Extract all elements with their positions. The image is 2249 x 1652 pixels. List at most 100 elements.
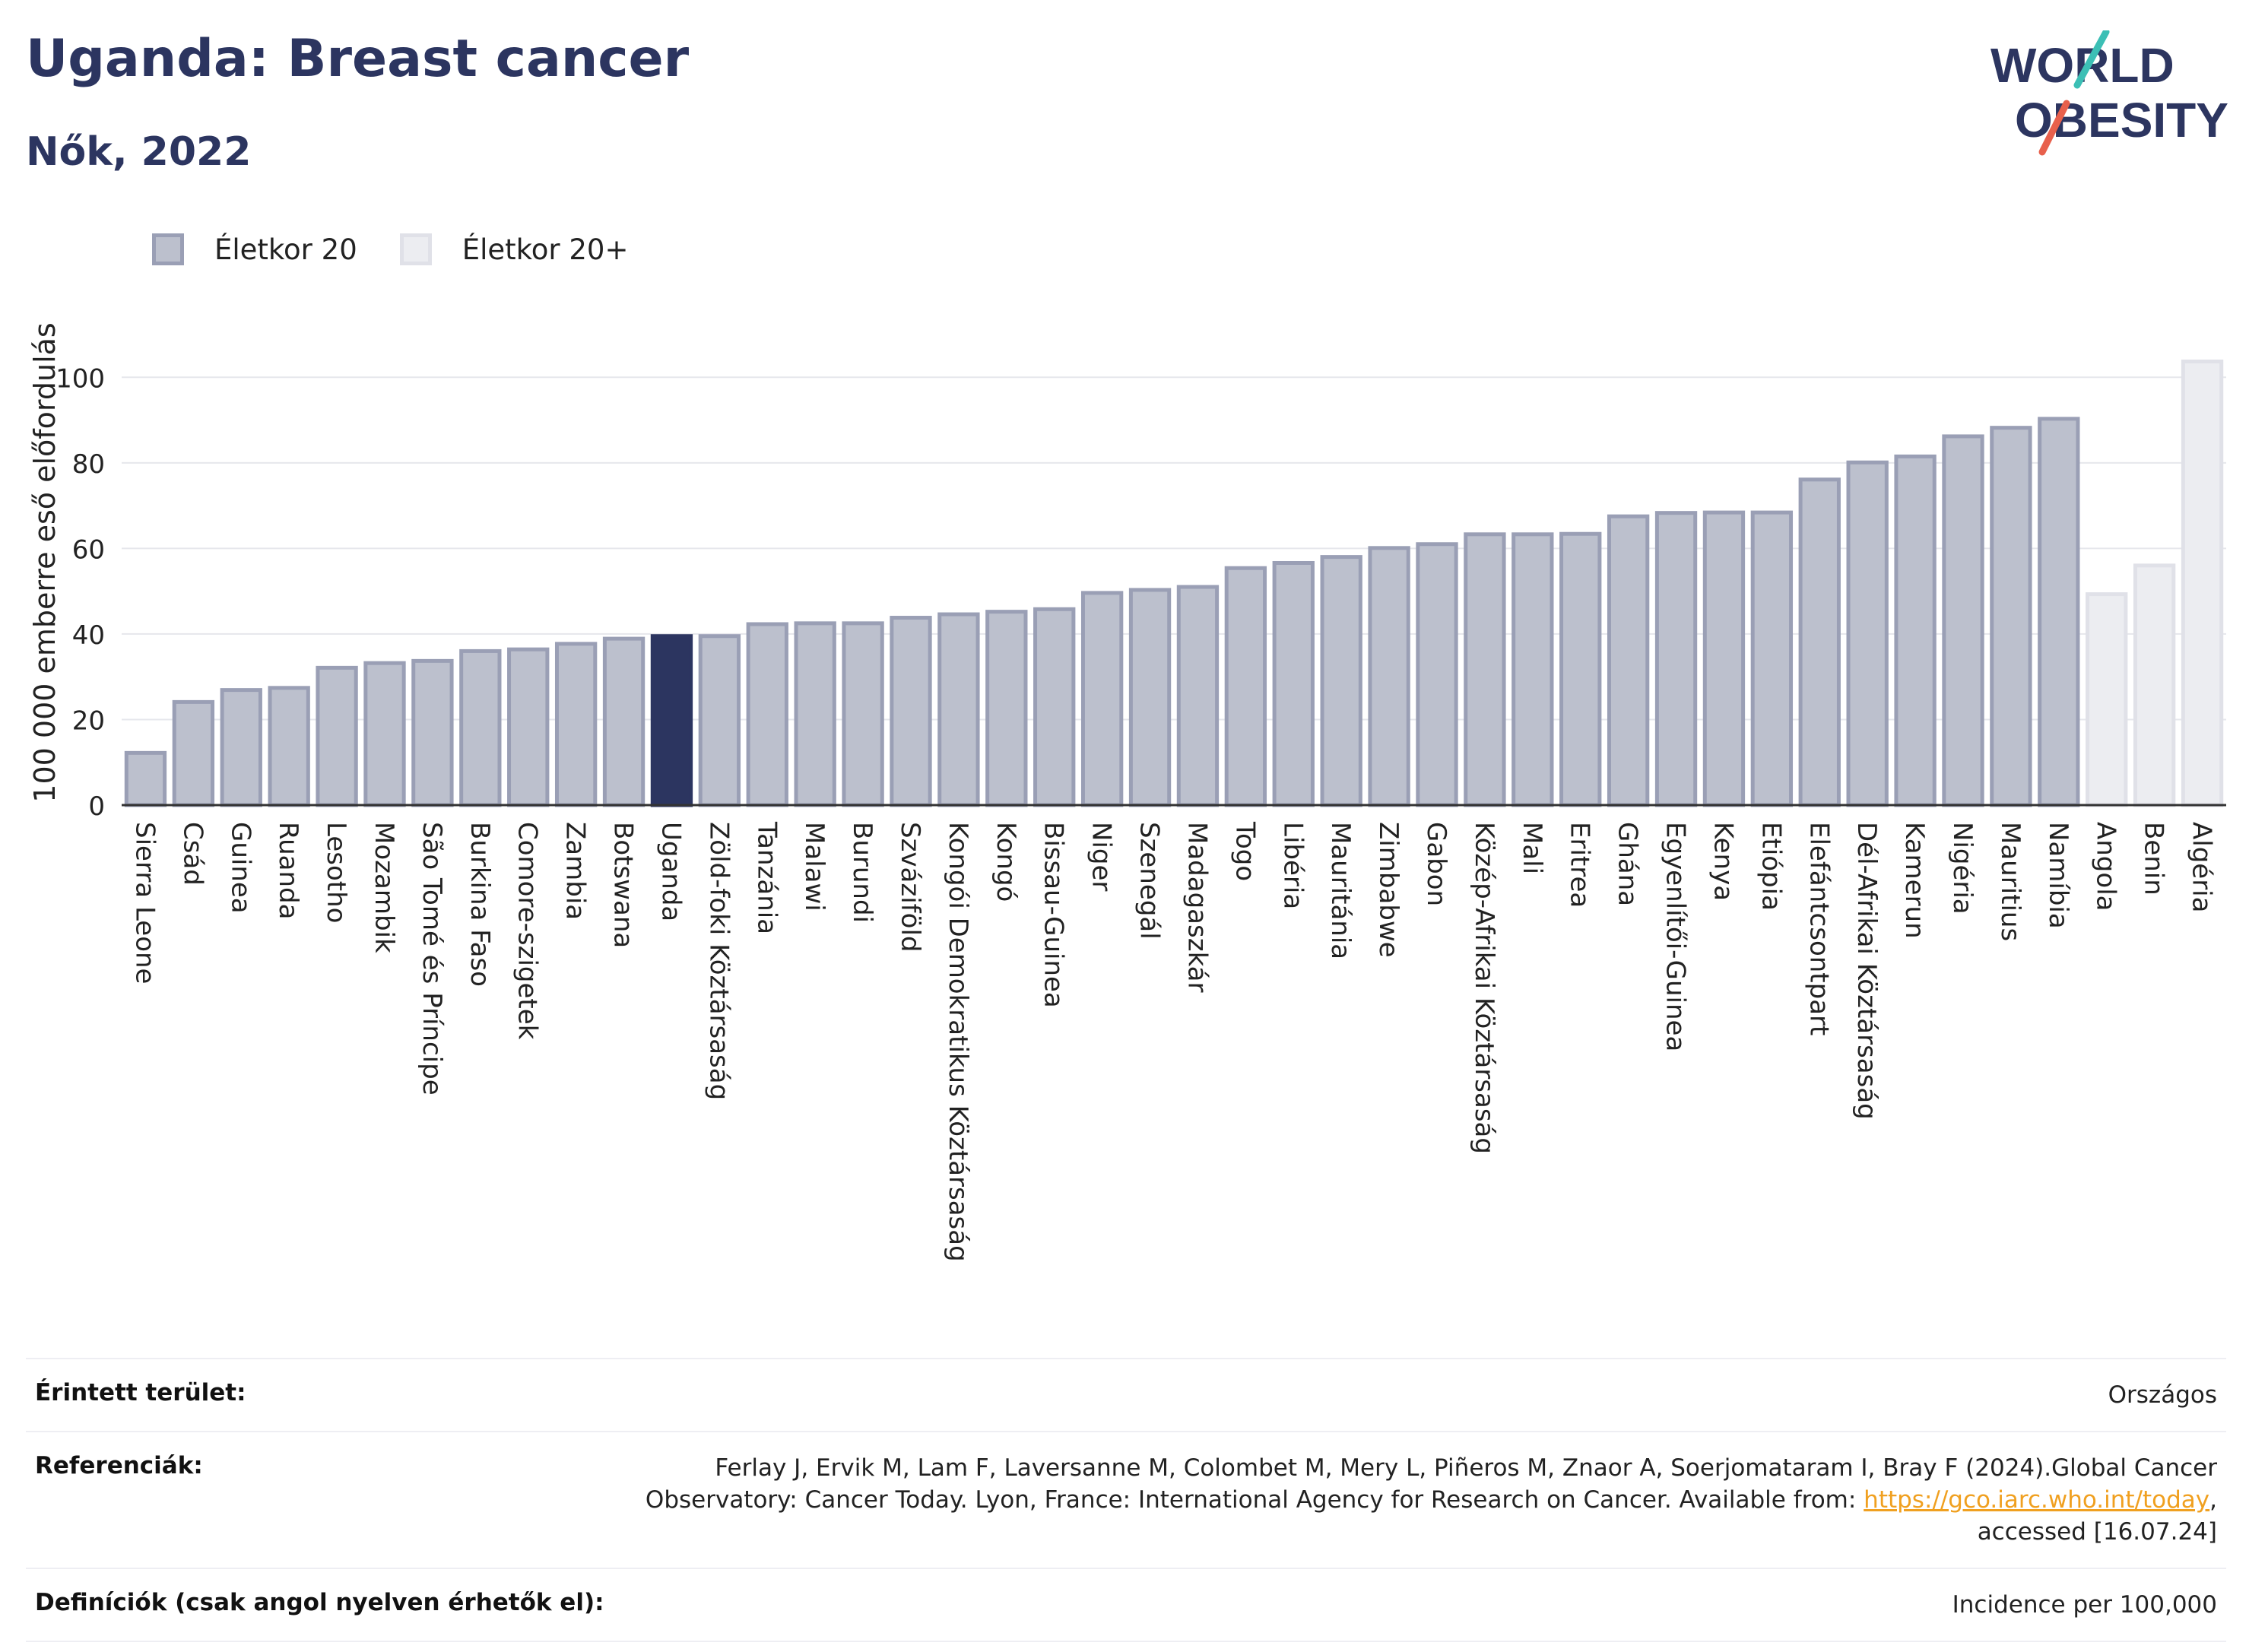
info-table: Érintett terület: Országos Referenciák: … xyxy=(26,1358,2226,1642)
x-tick-label: Dél-Afrikai Köztársaság xyxy=(1851,822,1882,1120)
bar-nig-ria[interactable] xyxy=(1942,434,1984,807)
bar-s-o-tom-s-pr-ncipe[interactable] xyxy=(411,658,454,807)
reference-line-2-text: Observatory: Cancer Today. Lyon, France:… xyxy=(645,1486,1864,1514)
bar-guinea[interactable] xyxy=(220,688,262,807)
reference-line-2: Observatory: Cancer Today. Lyon, France:… xyxy=(646,1484,2217,1516)
bar-elef-ntcsontpart[interactable] xyxy=(1798,477,1841,807)
bar-szeneg-l[interactable] xyxy=(1128,588,1172,807)
x-tick-label: Eritrea xyxy=(1565,822,1595,908)
bar-botswana[interactable] xyxy=(602,636,646,807)
bar-szv-zif-ld[interactable] xyxy=(890,616,932,807)
area-label: Érintett terület: xyxy=(35,1379,246,1406)
bar-lib-ria[interactable] xyxy=(1272,560,1315,807)
logo-line1: WORLD xyxy=(1990,38,2174,93)
x-tick-label: Közép-Afrikai Köztársaság xyxy=(1469,822,1499,1154)
bar-alg-ria[interactable] xyxy=(2181,359,2224,807)
x-tick-label: Kenya xyxy=(1708,822,1738,901)
definitions-label: Definíciók (csak angol nyelven érhetők e… xyxy=(35,1589,604,1616)
bar-lesotho[interactable] xyxy=(316,665,358,807)
page-title: Uganda: Breast cancer xyxy=(26,29,690,89)
bar-zambia[interactable] xyxy=(554,642,598,807)
bar-z-ld-foki-k-zt-rsas-g[interactable] xyxy=(698,634,741,807)
x-tick-label: Togo xyxy=(1229,821,1260,881)
reference-link[interactable]: https://gco.iarc.who.int/today xyxy=(1864,1486,2210,1514)
references-label: Referenciák: xyxy=(35,1452,203,1479)
x-tick-label: Tanzánia xyxy=(751,821,782,934)
bar-eritrea[interactable] xyxy=(1559,531,1602,807)
legend-item-age20plus[interactable]: Életkor 20+ xyxy=(399,233,628,266)
reference-line-1: Ferlay J, Ervik M, Lam F, Laversanne M, … xyxy=(715,1454,2217,1482)
bar-mauritius[interactable] xyxy=(1990,426,2032,807)
bar-bissau-guinea[interactable] xyxy=(1033,607,1076,807)
legend-swatch-age20 xyxy=(152,233,184,265)
bar-d-l-afrikai-k-zt-rsas-g[interactable] xyxy=(1846,460,1889,807)
x-tick-label: Kongói Demokratikus Köztársaság xyxy=(943,822,973,1262)
bar-benin[interactable] xyxy=(2133,563,2176,807)
bar-kong-[interactable] xyxy=(985,610,1028,807)
bar-kong-i-demokratikus-k-zt-rsas-g[interactable] xyxy=(937,612,980,807)
bar-maurit-nia[interactable] xyxy=(1320,555,1362,807)
bar-niger[interactable] xyxy=(1080,591,1124,807)
x-tick-label: Egyenlítői-Guinea xyxy=(1661,822,1691,1051)
x-tick-label: Csád xyxy=(177,822,208,886)
bar-ruanda[interactable] xyxy=(268,686,310,807)
info-row-references: Referenciák: Ferlay J, Ervik M, Lam F, L… xyxy=(26,1431,2226,1568)
x-tick-label: Ruanda xyxy=(273,822,303,919)
bar-mozambik[interactable] xyxy=(363,661,406,807)
x-tick-label: Algéria xyxy=(2187,822,2217,912)
bar-sierra-leone[interactable] xyxy=(124,750,167,807)
x-tick-label: Szváziföld xyxy=(895,822,925,952)
definitions-value: Incidence per 100,000 xyxy=(1952,1591,2217,1619)
x-tick-label: Szenegál xyxy=(1134,822,1165,940)
reference-line-3: accessed [16.07.24] xyxy=(1977,1518,2217,1546)
x-tick-label: Namíbia xyxy=(2043,822,2073,929)
area-value: Országos xyxy=(2108,1381,2217,1409)
x-tick-label: Etiópia xyxy=(1756,822,1786,911)
x-tick-label: Bissau-Guinea xyxy=(1039,822,1069,1008)
y-tick-label: 60 xyxy=(72,534,105,565)
info-row-definitions: Definíciók (csak angol nyelven érhetők e… xyxy=(26,1568,2226,1642)
chart-legend: Életkor 20 Életkor 20+ xyxy=(152,227,671,272)
y-tick-label: 0 xyxy=(88,791,105,822)
page-subtitle: Nők, 2022 xyxy=(26,129,252,175)
x-tick-label: Zambia xyxy=(560,822,591,920)
x-tick-label: Ghána xyxy=(1613,822,1643,906)
bar-burundi[interactable] xyxy=(842,621,884,807)
bar-kenya[interactable] xyxy=(1702,510,1746,807)
bar-eti-pia[interactable] xyxy=(1750,510,1794,807)
x-tick-label: Gabon xyxy=(1421,822,1451,906)
world-obesity-logo: WORLD OBESITY xyxy=(1990,30,2228,156)
y-tick-label: 100 xyxy=(56,363,105,394)
bar-cs-d[interactable] xyxy=(172,699,215,807)
bar-k-z-p-afrikai-k-zt-rsas-g[interactable] xyxy=(1464,532,1506,807)
bar-gabon[interactable] xyxy=(1416,542,1458,807)
bar-madagaszk-r[interactable] xyxy=(1176,585,1220,807)
bar-comore-szigetek[interactable] xyxy=(507,647,550,807)
x-tick-label: Madagaszkár xyxy=(1182,822,1212,992)
y-tick-label: 40 xyxy=(72,620,105,651)
bar-uganda[interactable] xyxy=(650,634,693,807)
x-tick-label: Botswana xyxy=(608,822,639,948)
bar-malawi[interactable] xyxy=(794,621,836,807)
reference-line-2-end: , xyxy=(2209,1486,2217,1514)
x-tick-label: Mozambik xyxy=(369,822,399,953)
bar-zimbabwe[interactable] xyxy=(1368,546,1410,807)
logo-teal-slash xyxy=(2073,30,2110,89)
legend-item-age20[interactable]: Életkor 20 xyxy=(152,233,357,266)
x-tick-label: Kamerun xyxy=(1899,822,1930,939)
x-tick-label: Mali xyxy=(1517,822,1547,874)
bar-egyenl-t-i-guinea[interactable] xyxy=(1654,511,1698,807)
x-tick-label: Burundi xyxy=(847,822,877,923)
logo-red-slash xyxy=(2038,100,2070,156)
bar-togo[interactable] xyxy=(1224,566,1267,807)
x-tick-label: Sierra Leone xyxy=(129,822,160,984)
x-tick-label: Zöld-foki Köztársaság xyxy=(703,822,734,1100)
bar-gh-na[interactable] xyxy=(1607,514,1650,807)
bar-mali[interactable] xyxy=(1511,532,1554,807)
bar-tanz-nia[interactable] xyxy=(746,622,788,807)
bar-kamerun[interactable] xyxy=(1894,454,1937,807)
bar-nam-bia[interactable] xyxy=(2038,417,2080,807)
x-tick-label: Libéria xyxy=(1277,822,1308,909)
bar-burkina-faso[interactable] xyxy=(459,648,502,807)
bar-angola[interactable] xyxy=(2086,592,2128,807)
